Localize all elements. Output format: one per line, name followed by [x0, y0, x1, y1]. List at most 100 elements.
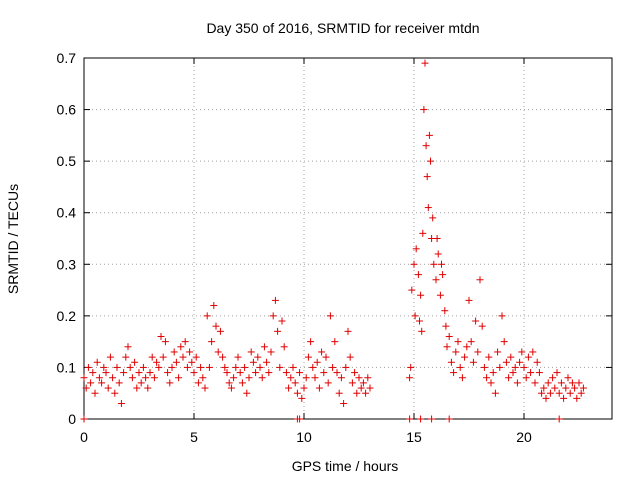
data-point	[331, 338, 339, 346]
data-point	[324, 379, 332, 387]
data-point	[496, 363, 504, 371]
data-point	[293, 389, 301, 397]
data-point	[425, 131, 433, 139]
data-point	[172, 358, 180, 366]
data-point	[298, 394, 306, 402]
data-point	[225, 379, 233, 387]
data-point	[208, 338, 216, 346]
data-point	[309, 363, 317, 371]
data-point	[186, 348, 194, 356]
data-point	[326, 312, 334, 320]
y-axis-label: SRMTID / TECUs	[5, 184, 21, 294]
data-point	[230, 374, 238, 382]
data-point	[433, 235, 441, 242]
data-point	[276, 363, 284, 371]
data-point	[366, 384, 374, 392]
data-point	[89, 369, 97, 377]
data-point	[322, 353, 330, 361]
data-point	[137, 379, 145, 387]
data-point	[564, 374, 572, 382]
data-point	[443, 343, 451, 351]
data-point	[285, 384, 293, 392]
data-point	[274, 327, 282, 335]
data-point	[302, 374, 310, 382]
data-point	[80, 374, 88, 382]
grid	[84, 58, 612, 419]
data-point	[571, 384, 579, 392]
data-point	[205, 363, 213, 371]
data-point	[267, 348, 275, 356]
data-point	[142, 374, 150, 382]
data-point	[146, 369, 154, 377]
data-point	[344, 327, 352, 335]
data-point	[307, 338, 315, 346]
data-point	[560, 394, 568, 402]
data-point	[278, 317, 286, 325]
data-point	[544, 379, 552, 387]
data-point	[311, 374, 319, 382]
data-point	[254, 353, 262, 361]
data-point	[476, 276, 484, 284]
x-axis-label: GPS time / hours	[292, 458, 399, 474]
data-point	[122, 353, 130, 361]
data-point	[511, 363, 519, 371]
data-point	[252, 369, 260, 377]
data-point	[509, 369, 517, 377]
data-point	[427, 157, 434, 165]
data-point	[84, 363, 92, 371]
data-point	[111, 389, 119, 397]
data-point	[362, 389, 370, 397]
data-point	[428, 415, 436, 423]
data-point	[555, 415, 563, 423]
data-point	[417, 415, 425, 423]
data-point	[420, 106, 428, 114]
data-point	[282, 369, 290, 377]
data-point	[271, 296, 279, 304]
data-point	[300, 384, 308, 392]
data-point	[411, 312, 419, 320]
data-point	[422, 142, 430, 150]
data-point	[436, 291, 444, 299]
data-point	[491, 389, 499, 397]
data-point	[438, 260, 445, 268]
data-point	[113, 363, 121, 371]
y-tick-label: 0.4	[57, 205, 77, 221]
data-point	[168, 363, 176, 371]
data-point	[183, 363, 191, 371]
data-point	[214, 348, 222, 356]
data-point	[337, 374, 345, 382]
data-point	[95, 374, 103, 382]
data-point	[478, 322, 486, 330]
data-point	[258, 374, 266, 382]
data-point	[507, 353, 515, 361]
data-point	[461, 353, 469, 361]
data-point	[445, 415, 453, 423]
data-point	[553, 369, 561, 377]
data-point	[203, 312, 211, 320]
data-point	[265, 369, 273, 377]
data-point	[447, 358, 455, 366]
data-point	[201, 384, 209, 392]
data-point	[555, 389, 563, 397]
data-point	[104, 384, 112, 392]
data-point	[454, 338, 462, 346]
data-point	[93, 358, 101, 366]
data-point	[469, 358, 477, 366]
data-point	[263, 358, 271, 366]
data-point	[542, 394, 550, 402]
data-point	[102, 369, 110, 377]
data-point	[406, 374, 414, 382]
data-point	[406, 415, 414, 423]
data-point	[109, 374, 117, 382]
data-point	[575, 379, 583, 387]
data-point	[210, 302, 218, 310]
data-point	[157, 332, 165, 340]
data-point	[535, 369, 543, 377]
data-point	[546, 389, 554, 397]
data-point	[348, 379, 356, 387]
data-point	[133, 384, 141, 392]
y-tick-label: 0.2	[57, 308, 77, 324]
data-point	[135, 369, 143, 377]
data-point	[364, 374, 372, 382]
